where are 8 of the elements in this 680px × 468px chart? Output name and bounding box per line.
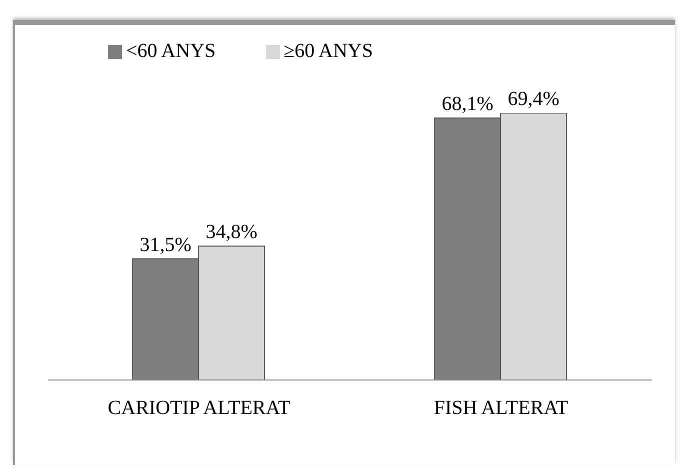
data-label: 31,5%	[140, 234, 192, 256]
x-tick-label: CARIOTIP ALTERAT	[108, 397, 290, 420]
legend-label: ≥60 ANYS	[284, 40, 373, 62]
data-label: 34,8%	[206, 221, 258, 244]
data-label: 68,1%	[442, 93, 494, 115]
legend-label: <60 ANYS	[126, 40, 216, 62]
x-tick-label: FISH ALTERAT	[434, 397, 568, 420]
data-label: 69,4%	[508, 88, 560, 110]
